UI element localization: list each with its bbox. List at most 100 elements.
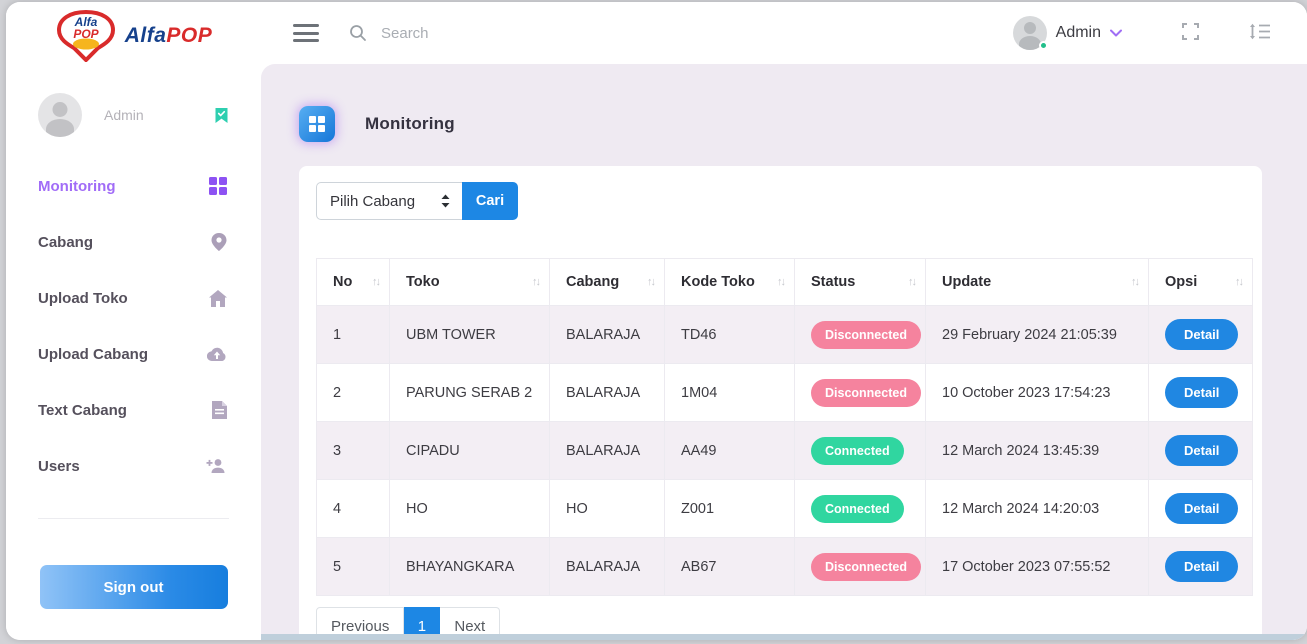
column-header-cabang[interactable]: Cabang ↑↓ xyxy=(549,258,665,306)
column-header-kode-toko[interactable]: Kode Toko ↑↓ xyxy=(664,258,795,306)
svg-text:Alfa: Alfa xyxy=(73,15,97,29)
search-icon xyxy=(350,25,366,41)
column-header-update[interactable]: Update ↑↓ xyxy=(925,258,1149,306)
status-badge: Connected xyxy=(811,494,904,523)
sort-icon: ↑↓ xyxy=(1131,276,1140,288)
detail-button[interactable]: Detail xyxy=(1165,377,1239,408)
chevron-down-icon xyxy=(1110,29,1122,37)
cell-cabang: BALARAJA xyxy=(549,363,665,422)
cell-update: 10 October 2023 17:54:23 xyxy=(925,363,1149,422)
monitoring-card: Pilih Cabang Cari No ↑↓ Toko ↑↓ Cabang ↑ xyxy=(299,166,1262,640)
line-spacing-icon xyxy=(1250,23,1270,40)
detail-button[interactable]: Detail xyxy=(1165,319,1239,350)
cell-kode-toko: AB67 xyxy=(664,537,795,596)
wordmark-alfa: Alfa xyxy=(124,24,167,47)
detail-button[interactable]: Detail xyxy=(1165,493,1239,524)
table-header-row: No ↑↓ Toko ↑↓ Cabang ↑↓ Kode Toko ↑↓ Status ↑… xyxy=(316,258,1253,306)
alfapop-badge-icon: Alfa POP xyxy=(56,10,115,62)
sidebar-item-users[interactable]: Users xyxy=(6,438,261,494)
page-header: Monitoring xyxy=(299,106,1262,142)
status-badge: Connected xyxy=(811,436,904,465)
table-row: 1 UBM TOWER BALARAJA TD46 Disconnected 2… xyxy=(316,305,1253,364)
sidebar-menu: Monitoring Cabang Upload Toko Upload xyxy=(6,158,261,494)
person-add-icon xyxy=(206,459,225,473)
fullscreen-button[interactable] xyxy=(1178,19,1203,47)
monitoring-grid-icon xyxy=(299,106,335,142)
cell-opsi: Detail xyxy=(1148,305,1253,364)
online-status-dot xyxy=(1038,41,1048,50)
cell-toko: HO xyxy=(389,479,550,538)
cabang-select-value: Pilih Cabang xyxy=(330,192,416,210)
sidebar-user: Admin xyxy=(38,92,229,138)
cell-opsi: Detail xyxy=(1148,421,1253,480)
column-header-no[interactable]: No ↑↓ xyxy=(316,258,390,306)
sidebar-item-label: Monitoring xyxy=(38,177,116,195)
cell-update: 12 March 2024 13:45:39 xyxy=(925,421,1149,480)
sign-out-button[interactable]: Sign out xyxy=(39,565,228,609)
sidebar-item-cabang[interactable]: Cabang xyxy=(6,214,261,270)
main-content: Monitoring Pilih Cabang Cari xyxy=(261,64,1307,640)
cell-update: 29 February 2024 21:05:39 xyxy=(925,305,1149,364)
sidebar-item-upload-toko[interactable]: Upload Toko xyxy=(6,270,261,326)
grid-icon xyxy=(209,177,227,195)
cell-kode-toko: TD46 xyxy=(664,305,795,364)
brand-logo: Alfa POP AlfaPOP xyxy=(6,10,261,62)
sidebar-avatar xyxy=(38,93,82,137)
cell-kode-toko: 1M04 xyxy=(664,363,795,422)
horizontal-scrollbar[interactable] xyxy=(261,634,1307,640)
status-badge: Disconnected xyxy=(811,320,921,349)
cabang-select[interactable]: Pilih Cabang xyxy=(316,182,463,220)
select-updown-icon xyxy=(441,194,450,208)
detail-button[interactable]: Detail xyxy=(1165,551,1239,582)
filter-row: Pilih Cabang Cari xyxy=(316,182,1245,220)
cell-no: 5 xyxy=(316,537,390,596)
column-header-toko[interactable]: Toko ↑↓ xyxy=(389,258,550,306)
cell-opsi: Detail xyxy=(1148,363,1253,422)
sidebar-item-upload-cabang[interactable]: Upload Cabang xyxy=(6,326,261,382)
page-title: Monitoring xyxy=(365,114,455,133)
cell-toko: PARUNG SERAB 2 xyxy=(389,363,550,422)
user-menu[interactable]: Admin xyxy=(1012,16,1122,50)
location-pin-icon xyxy=(211,233,227,251)
status-badge: Disconnected xyxy=(811,552,921,581)
cari-button[interactable]: Cari xyxy=(462,182,518,220)
cell-status: Disconnected xyxy=(794,537,926,596)
cell-opsi: Detail xyxy=(1148,479,1253,538)
column-header-status[interactable]: Status ↑↓ xyxy=(794,258,926,306)
cell-toko: UBM TOWER xyxy=(389,305,550,364)
sidebar-user-name: Admin xyxy=(104,107,144,123)
sort-icon: ↑↓ xyxy=(647,276,656,288)
brand-wordmark: AlfaPOP xyxy=(125,24,213,48)
bookmark-check-icon xyxy=(215,107,228,123)
svg-text:POP: POP xyxy=(73,27,99,41)
sort-icon: ↑↓ xyxy=(372,276,381,288)
cell-status: Disconnected xyxy=(794,363,926,422)
cell-cabang: BALARAJA xyxy=(549,305,665,364)
cell-cabang: HO xyxy=(549,479,665,538)
cell-kode-toko: Z001 xyxy=(664,479,795,538)
hamburger-menu-icon[interactable] xyxy=(293,20,319,47)
column-header-opsi[interactable]: Opsi ↑↓ xyxy=(1148,258,1253,306)
topbar-avatar xyxy=(1012,16,1048,50)
fullscreen-icon xyxy=(1182,23,1199,40)
sort-icon: ↑↓ xyxy=(777,276,786,288)
table-row: 3 CIPADU BALARAJA AA49 Connected 12 Marc… xyxy=(316,421,1253,480)
cell-status: Disconnected xyxy=(794,305,926,364)
sidebar-item-monitoring[interactable]: Monitoring xyxy=(6,158,261,214)
cell-cabang: BALARAJA xyxy=(549,537,665,596)
cell-no: 3 xyxy=(316,421,390,480)
wordmark-pop: POP xyxy=(166,24,213,47)
cell-update: 17 October 2023 07:55:52 xyxy=(925,537,1149,596)
detail-button[interactable]: Detail xyxy=(1165,435,1239,466)
sidebar-item-text-cabang[interactable]: Text Cabang xyxy=(6,382,261,438)
search-input[interactable] xyxy=(381,24,681,42)
table-row: 5 BHAYANGKARA BALARAJA AB67 Disconnected… xyxy=(316,537,1253,596)
cell-no: 4 xyxy=(316,479,390,538)
cell-kode-toko: AA49 xyxy=(664,421,795,480)
sidebar-item-label: Cabang xyxy=(38,233,94,251)
line-spacing-button[interactable] xyxy=(1245,19,1275,47)
cell-status: Connected xyxy=(794,421,926,480)
cell-status: Connected xyxy=(794,479,926,538)
cell-toko: BHAYANGKARA xyxy=(389,537,550,596)
home-icon xyxy=(209,289,227,307)
